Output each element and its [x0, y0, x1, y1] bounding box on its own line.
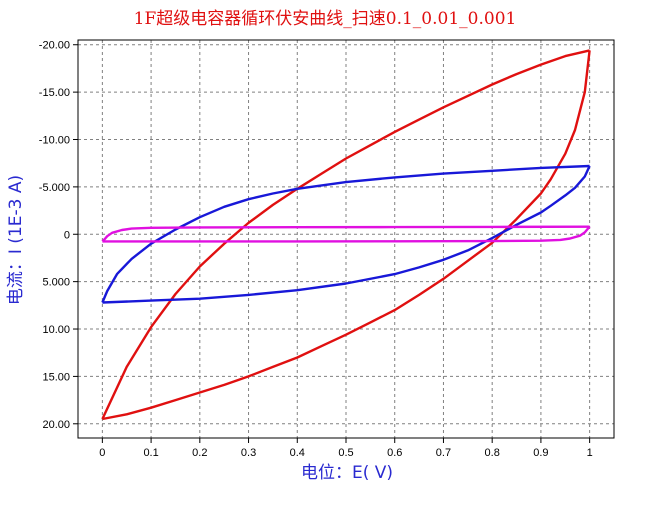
x-tick-label: 0: [99, 447, 105, 459]
cv-loop-1: [101, 49, 591, 421]
grid-lines: [78, 40, 614, 438]
y-tick-label: 0: [64, 229, 70, 241]
x-tick-label: 1: [587, 447, 593, 459]
x-axis-label: 电位：E( V): [301, 463, 393, 483]
cv-loop-2: [101, 164, 591, 304]
cv-forward-scan-1: [101, 49, 590, 420]
curves: [101, 49, 591, 421]
x-tick-label: 0.6: [387, 447, 402, 459]
x-tick-label: 0.3: [241, 447, 256, 459]
cv-forward-scan-3: [101, 225, 590, 243]
y-tick-label: -15.00: [39, 87, 70, 99]
y-tick-label: -5.000: [39, 182, 70, 194]
x-tick-label: 0.1: [143, 447, 158, 459]
x-tick-label: 0.4: [290, 447, 305, 459]
x-tick-label: 0.9: [533, 447, 548, 459]
y-tick-label: -20.00: [39, 40, 70, 52]
x-tick-label: 0.7: [436, 447, 451, 459]
x-tick-label: 0.2: [192, 447, 207, 459]
y-tick-label: 10.00: [42, 324, 70, 336]
y-tick-label: 15.00: [42, 371, 70, 383]
axis-ticks: 0 0.1 0.2 0.3 0.4 0.5 0.6 0.7 0.8 0.9 1 -20.00 -15.0…: [39, 40, 593, 459]
cv-forward-scan-2: [101, 164, 590, 303]
y-tick-label: -10.00: [39, 135, 70, 147]
cv-loop-3: [101, 225, 591, 243]
x-tick-label: 0.8: [485, 447, 500, 459]
cv-reverse-scan-3: [102, 225, 591, 243]
y-tick-label: 20.00: [42, 419, 70, 431]
y-axis-label: 电流：I (1E-3 A): [6, 175, 26, 305]
cv-reverse-scan-1: [102, 50, 591, 421]
chart-title: 1F超级电容器循环伏安曲线_扫速0.1_0.01_0.001: [134, 9, 517, 29]
x-tick-label: 0.5: [338, 447, 353, 459]
y-tick-label: 5.000: [42, 277, 70, 289]
cv-reverse-scan-2: [102, 165, 591, 304]
